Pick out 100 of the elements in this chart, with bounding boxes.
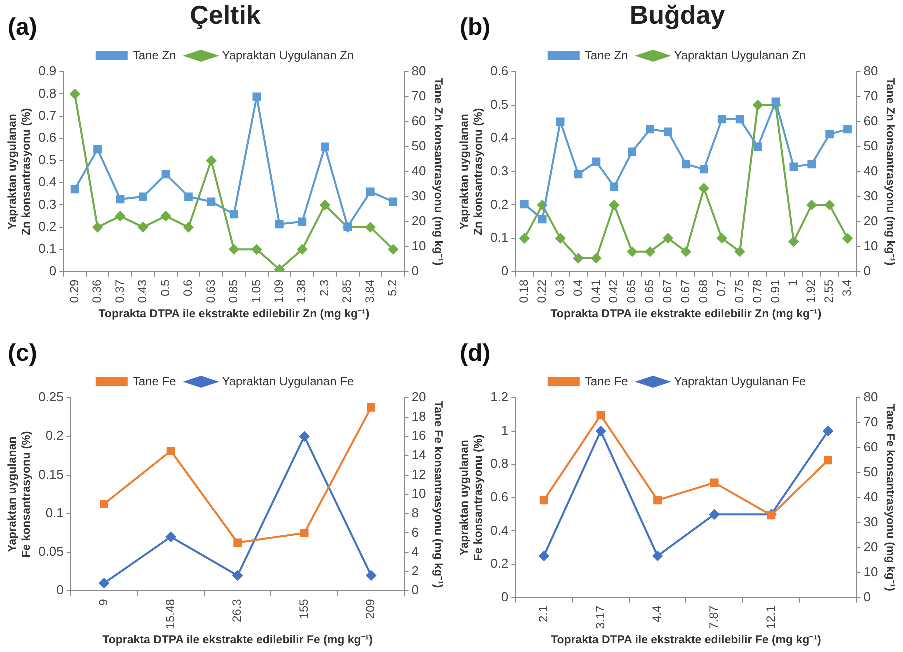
point xyxy=(366,222,376,232)
point xyxy=(610,182,619,192)
legend-label: Yapraktan Uygulanan Fe xyxy=(222,374,354,388)
y2-tick-label: 0 xyxy=(412,263,419,278)
point xyxy=(274,264,285,272)
point xyxy=(824,456,832,465)
point xyxy=(556,234,566,244)
x-tick-label: 26.3 xyxy=(230,598,244,623)
y-tick-label: 0.15 xyxy=(38,466,64,482)
point xyxy=(808,160,816,169)
x-tick-label: 0.36 xyxy=(90,280,104,304)
text: (b) xyxy=(460,14,491,42)
y-tick-label: 0 xyxy=(49,263,57,278)
point xyxy=(184,222,194,232)
point xyxy=(367,403,376,412)
y2-tick-label: 20 xyxy=(412,390,426,405)
x-tick-label: 0.91 xyxy=(768,280,782,304)
x-tick-label: 2.55 xyxy=(822,280,836,304)
y-tick-label: 0.3 xyxy=(38,196,57,212)
y2-axis-title: Tane Zn konsantrasyonu (mg kg⁻¹) xyxy=(432,78,444,266)
point xyxy=(627,246,638,257)
x-tick-label: 209 xyxy=(364,598,378,620)
y2-tick-label: 10 xyxy=(412,486,426,502)
point xyxy=(389,198,398,206)
x-tick-label: 0.43 xyxy=(136,280,150,304)
point xyxy=(300,529,309,538)
y2-tick-label: 2 xyxy=(412,563,419,578)
y2-tick-label: 50 xyxy=(864,138,878,154)
point xyxy=(252,92,262,102)
point xyxy=(717,234,728,244)
x-tick-label: 2.3 xyxy=(317,280,332,297)
y2-tick-label: 0 xyxy=(864,263,871,278)
x-tick-label: 9 xyxy=(96,598,111,606)
point xyxy=(596,426,606,436)
y2-tick-label: 30 xyxy=(864,188,878,204)
x-tick-label: 0.68 xyxy=(696,280,710,304)
y-tick-label: 0.7 xyxy=(38,108,57,123)
y-tick-label: 0.1 xyxy=(38,241,57,256)
legend-label: Tane Fe xyxy=(132,374,177,388)
point xyxy=(320,200,330,210)
legend-label: Yapraktan Uygulanan Zn xyxy=(222,48,354,62)
y-tick-label: 0.6 xyxy=(38,130,57,146)
x-tick-label: 1.09 xyxy=(272,280,286,304)
point xyxy=(539,551,550,562)
y-tick-label: 0.8 xyxy=(490,456,509,472)
y-axis-title: Yapraktan uygulanan Zn konsantrasyonu (%) xyxy=(7,108,33,236)
point xyxy=(207,198,216,206)
y-axis-title: Yapraktan uygulanan Fe konsantrasyonu (%) xyxy=(459,434,485,562)
y2-tick-label: 70 xyxy=(412,88,426,104)
y-tick-label: 0.2 xyxy=(490,196,509,212)
point xyxy=(229,244,240,255)
y-tick-label: 0.2 xyxy=(38,219,57,234)
point xyxy=(99,578,110,588)
y-tick-label: 0.3 xyxy=(490,164,509,178)
point xyxy=(166,532,176,542)
point xyxy=(823,426,834,436)
point xyxy=(366,570,376,581)
point xyxy=(806,200,817,210)
y-tick-label: 0.8 xyxy=(38,86,57,101)
point xyxy=(366,188,375,196)
legend-label: Tane Zn xyxy=(132,48,176,62)
y2-tick-label: 50 xyxy=(412,138,426,154)
y-tick-label: 0.9 xyxy=(38,64,57,79)
y-tick-label: 0.25 xyxy=(38,390,64,405)
y-tick-label: 0.4 xyxy=(490,522,509,538)
y-axis-title: Yapraktan uygulanan Zn konsantrasyonu (%) xyxy=(459,108,485,236)
x-tick-label: 15.48 xyxy=(163,598,178,630)
x-tick-label: 1.38 xyxy=(294,280,309,304)
point xyxy=(160,211,171,222)
point xyxy=(710,510,720,520)
x-tick-label: 2.85 xyxy=(340,280,354,304)
point xyxy=(718,115,726,124)
y-tick-label: 0.1 xyxy=(490,230,509,246)
point xyxy=(772,98,780,106)
point xyxy=(753,100,764,110)
point xyxy=(824,200,835,210)
point xyxy=(276,220,284,229)
y2-axis-title: Tane Fe konsantrasyonu (mg kg⁻¹) xyxy=(884,404,896,592)
y-tick-label: 0.4 xyxy=(490,130,509,146)
point xyxy=(710,478,719,488)
legend-label: Yapraktan Uygulanan Zn xyxy=(674,48,806,62)
point xyxy=(788,236,799,247)
x-tick-label: 3.17 xyxy=(593,606,608,630)
point xyxy=(664,128,672,136)
y2-tick-label: 4 xyxy=(412,544,419,560)
point xyxy=(94,145,102,154)
point xyxy=(844,125,852,134)
y2-axis-title: Tane Zn konsantrasyonu (mg kg⁻¹) xyxy=(884,78,896,266)
x-tick-label: 0.65 xyxy=(642,280,657,304)
point xyxy=(591,254,602,264)
x-axis-title: Toprakta DTPA ile ekstrakte edilebilir Zn (mg kg⁻¹) xyxy=(98,308,370,320)
y2-tick-label: 0 xyxy=(412,582,419,598)
y-tick-label: 0 xyxy=(501,263,509,278)
y2-tick-label: 10 xyxy=(412,238,426,254)
point xyxy=(663,234,674,244)
point xyxy=(184,192,193,202)
y2-tick-label: 20 xyxy=(864,213,878,228)
y2-tick-label: 18 xyxy=(412,408,426,424)
y2-tick-label: 6 xyxy=(412,524,419,540)
x-tick-label: 2.1 xyxy=(536,606,550,623)
